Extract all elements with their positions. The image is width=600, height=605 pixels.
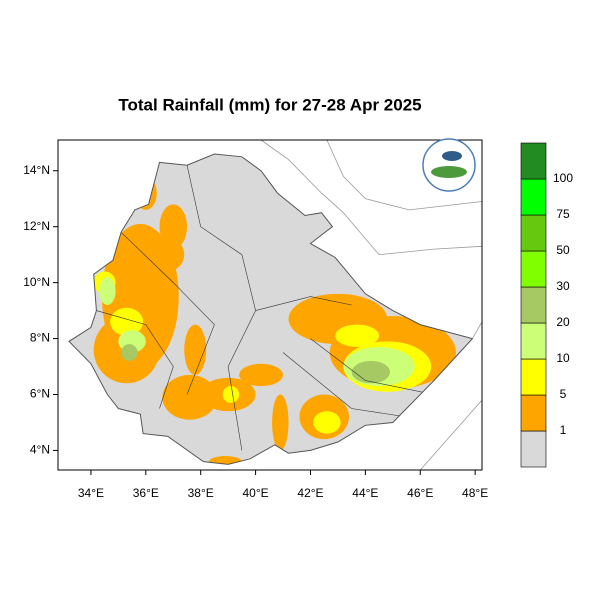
- coastline: [343, 212, 483, 256]
- legend-swatch: [520, 322, 547, 360]
- legend-swatch: [520, 250, 547, 288]
- legend-swatch: [520, 430, 547, 468]
- x-tick-label: 44°E: [352, 486, 378, 500]
- admin-boundary: [255, 296, 352, 311]
- legend-label: 100: [553, 171, 573, 185]
- legend-swatch: [520, 286, 547, 324]
- rain-patch: [110, 307, 144, 336]
- y-tick-label: 14°N: [23, 163, 50, 177]
- legend-swatch: [520, 394, 547, 432]
- x-tick-label: 42°E: [297, 486, 323, 500]
- admin-boundary: [96, 310, 174, 409]
- x-tick-label: 48°E: [462, 486, 488, 500]
- rain-patch: [121, 344, 138, 361]
- country-border: [68, 153, 474, 465]
- legend-label: 20: [556, 315, 570, 329]
- admin-boundary: [186, 165, 256, 451]
- legend-swatch: [520, 142, 547, 180]
- map: [68, 139, 483, 471]
- rain-patch: [134, 176, 157, 210]
- neighbour-border: [326, 139, 483, 211]
- rain-patch: [208, 456, 242, 465]
- neighbour-border: [260, 139, 344, 213]
- neighbour-border: [472, 321, 483, 339]
- rain-patch: [162, 374, 218, 420]
- admin-boundary: [310, 338, 435, 395]
- y-tick-label: 4°N: [30, 443, 50, 457]
- y-tick-label: 10°N: [23, 275, 50, 289]
- legend-label: 5: [560, 387, 567, 401]
- legend-label: 50: [556, 243, 570, 257]
- admin-boundary: [282, 352, 407, 418]
- rain-patch: [313, 411, 341, 434]
- rain-patch: [272, 394, 289, 451]
- legend-label: 75: [556, 207, 570, 221]
- legend-label: 30: [556, 279, 570, 293]
- rain-patch: [184, 324, 207, 375]
- x-tick-label: 36°E: [133, 486, 159, 500]
- x-tick-label: 46°E: [407, 486, 433, 500]
- logo: [422, 138, 476, 192]
- legend-swatch: [520, 178, 547, 216]
- map-title: Total Rainfall (mm) for 27-28 Apr 2025: [118, 95, 421, 114]
- rain-patch: [222, 386, 240, 403]
- y-tick-label: 12°N: [23, 219, 50, 233]
- x-tick-label: 40°E: [243, 486, 269, 500]
- rainfall: [93, 165, 456, 465]
- legend-label: 1: [560, 423, 567, 437]
- rain-patch: [99, 277, 116, 305]
- map-frame: [57, 139, 483, 471]
- rain-patch: [351, 360, 391, 384]
- legend-swatch: [520, 214, 547, 252]
- rain-patch: [239, 363, 284, 387]
- neighbour-border: [420, 399, 483, 471]
- x-tick-label: 34°E: [78, 486, 104, 500]
- legend-label: 10: [556, 351, 570, 365]
- x-tick-label: 38°E: [188, 486, 214, 500]
- y-tick-label: 6°N: [30, 387, 50, 401]
- rain-patch: [335, 324, 380, 347]
- admin-boundary: [120, 232, 215, 395]
- rain-patch: [151, 237, 185, 272]
- y-tick-label: 8°N: [30, 331, 50, 345]
- legend-swatch: [520, 358, 547, 396]
- rain-patch: [159, 204, 187, 250]
